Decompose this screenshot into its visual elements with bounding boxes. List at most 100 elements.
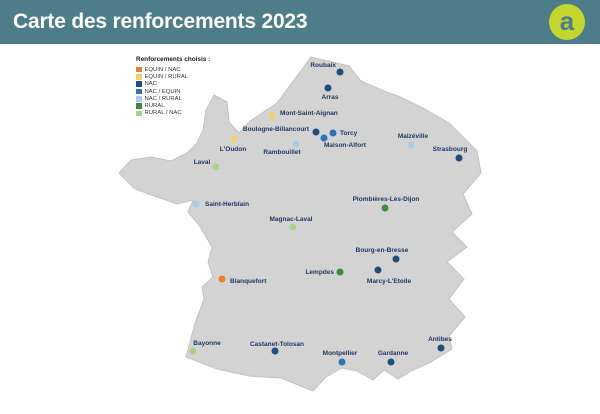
legend-item: EQUIN / NAC: [136, 66, 210, 73]
city-dot: [338, 358, 346, 366]
city-blanquefort: Blanquefort: [218, 275, 267, 285]
city-l-oudon: L'Oudon: [220, 135, 246, 153]
city-dot: [387, 358, 395, 366]
city-boulogne-billancourt: Boulogne-Billancourt: [243, 126, 320, 136]
city-dot: [437, 344, 445, 352]
city-dot: [329, 129, 337, 137]
city-dot: [320, 134, 328, 142]
city-gardanne: Gardanne: [378, 350, 409, 366]
legend-swatch: [136, 66, 142, 73]
legend-label: EQUIN / RURAL: [144, 73, 189, 80]
city-dot: [381, 204, 389, 212]
city-label: Gardanne: [378, 350, 409, 357]
legend-label: NAC / RURAL: [144, 95, 182, 102]
city-dot: [336, 68, 344, 76]
legend-label: EQUIN / NAC: [144, 66, 181, 73]
city-dot: [189, 347, 197, 355]
city-label: Saint-Herblain: [205, 201, 249, 208]
city-label: Torcy: [340, 130, 358, 137]
city-dot: [212, 163, 220, 171]
city-dot: [230, 135, 238, 143]
legend-item: RURAL: [136, 102, 210, 109]
legend-rows: EQUIN / NAC EQUIN / RURAL NAC NAC / EQUIN NA…: [136, 66, 210, 117]
city-bayonne: Bayonne: [189, 340, 221, 355]
city-label: Plombières-Lès-Dijon: [353, 196, 420, 203]
city-maison-alfort: Maison-Alfort: [320, 134, 367, 149]
city-dot: [289, 223, 297, 231]
logo-letter-a: a: [559, 6, 575, 36]
brand-logo: a: [549, 4, 585, 40]
city-label: Mont-Saint-Aignan: [280, 110, 338, 117]
legend-swatch: [136, 96, 142, 102]
city-arras: Arras: [322, 84, 339, 101]
city-label: Maison-Alfort: [324, 142, 367, 149]
city-label: Malzéville: [398, 133, 429, 140]
city-saint-herblain: Saint-Herblain: [192, 200, 249, 208]
legend-label: NAC / EQUIN: [144, 88, 181, 95]
city-dot: [392, 255, 400, 263]
legend-swatch: [136, 110, 142, 117]
city-castanet-tolosan: Castanet-Tolosan: [250, 341, 304, 355]
city-label: Bayonne: [193, 340, 221, 347]
city-label: Antibes: [428, 336, 452, 343]
legend-label: RURAL / NAC: [144, 110, 182, 117]
city-dot: [324, 84, 332, 92]
city-montpellier: Montpellier: [323, 350, 358, 366]
city-bourg-en-bresse: Bourg-en-Bresse: [356, 247, 409, 263]
city-dot: [407, 141, 415, 149]
city-dot: [336, 268, 344, 276]
city-label: Arras: [322, 94, 339, 101]
city-label: Marcy-L'Etoile: [367, 278, 412, 285]
city-dot: [312, 128, 320, 136]
legend-swatch: [136, 74, 142, 80]
city-dot: [268, 112, 276, 120]
city-mont-saint-aignan: Mont-Saint-Aignan: [268, 110, 338, 120]
city-dot: [374, 266, 382, 274]
city-marcy-l-etoile: Marcy-L'Etoile: [367, 266, 412, 285]
legend-swatch: [136, 81, 142, 87]
legend-swatch: [136, 103, 142, 109]
legend-label: RURAL: [144, 103, 165, 110]
city-dot: [192, 200, 200, 208]
city-roubaix: Roubaix: [310, 62, 344, 76]
city-dot: [218, 275, 226, 283]
city-torcy: Torcy: [329, 129, 358, 137]
legend-swatch: [136, 88, 142, 95]
city-laval: Laval: [194, 159, 220, 171]
city-label: Strasbourg: [433, 146, 468, 153]
city-magnac-laval: Magnac-Laval: [270, 216, 313, 231]
city-label: Bourg-en-Bresse: [356, 247, 409, 254]
city-label: Blanquefort: [230, 278, 267, 285]
city-label: Laval: [194, 159, 211, 166]
city-strasbourg: Strasbourg: [433, 146, 468, 162]
city-rambouillet: Rambouillet: [263, 140, 301, 156]
city-dot: [292, 140, 300, 148]
city-dot: [455, 154, 463, 162]
legend-label: NAC: [144, 81, 157, 88]
city-antibes: Antibes: [428, 336, 452, 352]
city-label: Magnac-Laval: [270, 216, 313, 223]
legend-title: Renforcements choisis :: [136, 56, 211, 63]
city-lempdes: Lempdes: [305, 268, 344, 276]
france-outline: [118, 56, 482, 392]
city-markers-layer: Roubaix Arras Mont-Saint-Aignan Boulogne-Bi…: [189, 62, 468, 366]
city-label: Montpellier: [323, 350, 358, 357]
legend-item: NAC / EQUIN: [136, 88, 210, 95]
city-label: Rambouillet: [263, 149, 301, 156]
legend-item: NAC: [136, 81, 210, 88]
legend-item: EQUIN / RURAL: [136, 73, 210, 80]
page-title: Carte des renforcements 2023: [13, 10, 308, 33]
legend: Renforcements choisis : EQUIN / NAC EQUIN…: [136, 56, 210, 117]
city-plombi-res-l-s-dijon: Plombières-Lès-Dijon: [353, 196, 420, 212]
city-label: Roubaix: [310, 62, 336, 69]
city-malz-ville: Malzéville: [398, 133, 429, 149]
header-bar: Carte des renforcements 2023 a: [0, 0, 600, 44]
city-label: Lempdes: [305, 269, 334, 276]
city-label: Boulogne-Billancourt: [243, 126, 310, 133]
city-dot: [271, 347, 279, 355]
city-label: L'Oudon: [220, 146, 246, 153]
legend-item: NAC / RURAL: [136, 95, 210, 102]
legend-item: RURAL / NAC: [136, 110, 210, 117]
